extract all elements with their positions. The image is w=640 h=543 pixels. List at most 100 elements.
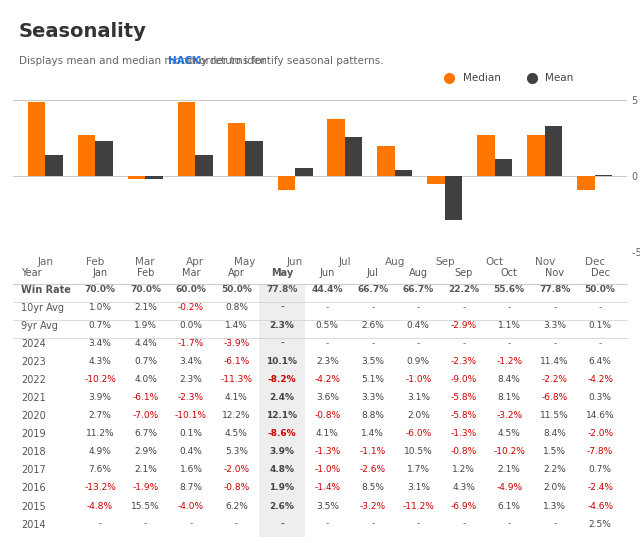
- Text: -4.2%: -4.2%: [587, 375, 613, 384]
- Text: -: -: [144, 520, 147, 528]
- Text: 0.3%: 0.3%: [589, 393, 612, 402]
- Bar: [278, 176, 295, 190]
- Text: 1.0%: 1.0%: [88, 303, 111, 312]
- Text: -2.3%: -2.3%: [178, 393, 204, 402]
- Text: -: -: [553, 303, 556, 312]
- Text: -9.0%: -9.0%: [451, 375, 477, 384]
- Text: -4.6%: -4.6%: [587, 502, 613, 510]
- Text: 2014: 2014: [20, 520, 45, 529]
- Text: 8.7%: 8.7%: [179, 483, 202, 493]
- Bar: [28, 102, 45, 176]
- Bar: [545, 126, 563, 176]
- Text: 0.7%: 0.7%: [589, 465, 612, 475]
- Text: -1.9%: -1.9%: [132, 483, 159, 493]
- Text: 2020: 2020: [20, 412, 45, 421]
- Text: -: -: [326, 520, 329, 528]
- Text: 7.6%: 7.6%: [88, 465, 111, 475]
- Text: -2.2%: -2.2%: [541, 375, 568, 384]
- Text: Aug: Aug: [409, 268, 428, 279]
- Bar: [195, 155, 212, 176]
- Text: -10.2%: -10.2%: [493, 447, 525, 457]
- Bar: [259, 356, 305, 375]
- Text: 9yr Avg: 9yr Avg: [20, 321, 58, 331]
- Text: -: -: [326, 339, 329, 348]
- Text: 1.2%: 1.2%: [452, 465, 476, 475]
- Bar: [259, 320, 305, 338]
- Text: 2021: 2021: [20, 393, 45, 403]
- Bar: [228, 123, 245, 176]
- Bar: [259, 446, 305, 465]
- Text: Dec: Dec: [591, 268, 610, 279]
- Text: Apr: Apr: [228, 268, 245, 279]
- Text: -6.1%: -6.1%: [132, 393, 159, 402]
- Bar: [577, 176, 595, 190]
- Text: 3.6%: 3.6%: [316, 393, 339, 402]
- Text: 2.3%: 2.3%: [269, 321, 294, 330]
- Text: 2.6%: 2.6%: [362, 321, 384, 330]
- Text: -4.9%: -4.9%: [496, 483, 522, 493]
- Text: Median: Median: [463, 73, 500, 83]
- Text: -: -: [417, 303, 420, 312]
- Text: 5.3%: 5.3%: [225, 447, 248, 457]
- Bar: [95, 141, 113, 176]
- Text: Jul: Jul: [367, 268, 379, 279]
- Text: -: -: [280, 303, 284, 312]
- Text: 4.3%: 4.3%: [452, 483, 476, 493]
- Text: 0.4%: 0.4%: [180, 447, 202, 457]
- Bar: [477, 135, 495, 176]
- Text: 3.9%: 3.9%: [88, 393, 111, 402]
- Text: 66.7%: 66.7%: [357, 285, 388, 294]
- Text: Feb: Feb: [137, 268, 154, 279]
- Text: 3.5%: 3.5%: [316, 502, 339, 510]
- Text: 10.5%: 10.5%: [404, 447, 433, 457]
- Text: -0.8%: -0.8%: [223, 483, 250, 493]
- Text: -4.8%: -4.8%: [87, 502, 113, 510]
- Text: 3.5%: 3.5%: [362, 357, 385, 366]
- Text: 2.0%: 2.0%: [407, 412, 429, 420]
- Text: 6.1%: 6.1%: [498, 502, 521, 510]
- Text: Seasonality: Seasonality: [19, 22, 147, 41]
- Text: 8.8%: 8.8%: [362, 412, 385, 420]
- Text: 0.5%: 0.5%: [316, 321, 339, 330]
- Text: 11.5%: 11.5%: [540, 412, 569, 420]
- Bar: [495, 160, 512, 176]
- Text: 0.1%: 0.1%: [179, 430, 202, 438]
- Text: 10.1%: 10.1%: [266, 357, 298, 366]
- Text: 70.0%: 70.0%: [84, 285, 116, 294]
- Text: 2.4%: 2.4%: [269, 393, 294, 402]
- Text: -8.6%: -8.6%: [268, 430, 296, 438]
- Text: -10.1%: -10.1%: [175, 412, 207, 420]
- Text: -: -: [508, 339, 511, 348]
- Text: -: -: [553, 339, 556, 348]
- Text: 0.8%: 0.8%: [225, 303, 248, 312]
- Text: 3.4%: 3.4%: [88, 339, 111, 348]
- Text: 2.6%: 2.6%: [269, 502, 294, 510]
- Text: 8.4%: 8.4%: [543, 430, 566, 438]
- Text: 2.3%: 2.3%: [316, 357, 339, 366]
- Text: 8.4%: 8.4%: [498, 375, 521, 384]
- Bar: [428, 176, 445, 184]
- Text: 1.4%: 1.4%: [362, 430, 384, 438]
- Text: 1.4%: 1.4%: [225, 321, 248, 330]
- Text: 4.5%: 4.5%: [225, 430, 248, 438]
- Text: 77.8%: 77.8%: [539, 285, 570, 294]
- Text: -: -: [280, 339, 284, 348]
- Bar: [595, 174, 612, 176]
- Text: -: -: [417, 339, 420, 348]
- Text: Win Rate: Win Rate: [20, 285, 70, 295]
- Text: -1.4%: -1.4%: [314, 483, 340, 493]
- Text: -: -: [326, 303, 329, 312]
- Text: 6.7%: 6.7%: [134, 430, 157, 438]
- Bar: [259, 464, 305, 483]
- Bar: [45, 155, 63, 176]
- Text: 10yr Avg: 10yr Avg: [20, 303, 64, 313]
- Text: 1.9%: 1.9%: [269, 483, 294, 493]
- Text: 60.0%: 60.0%: [175, 285, 207, 294]
- Text: -: -: [598, 303, 602, 312]
- Text: 11.4%: 11.4%: [540, 357, 569, 366]
- Text: -: -: [99, 520, 102, 528]
- Text: 2017: 2017: [20, 465, 45, 476]
- Text: -: -: [462, 303, 465, 312]
- Text: 2018: 2018: [20, 447, 45, 457]
- Bar: [295, 168, 312, 176]
